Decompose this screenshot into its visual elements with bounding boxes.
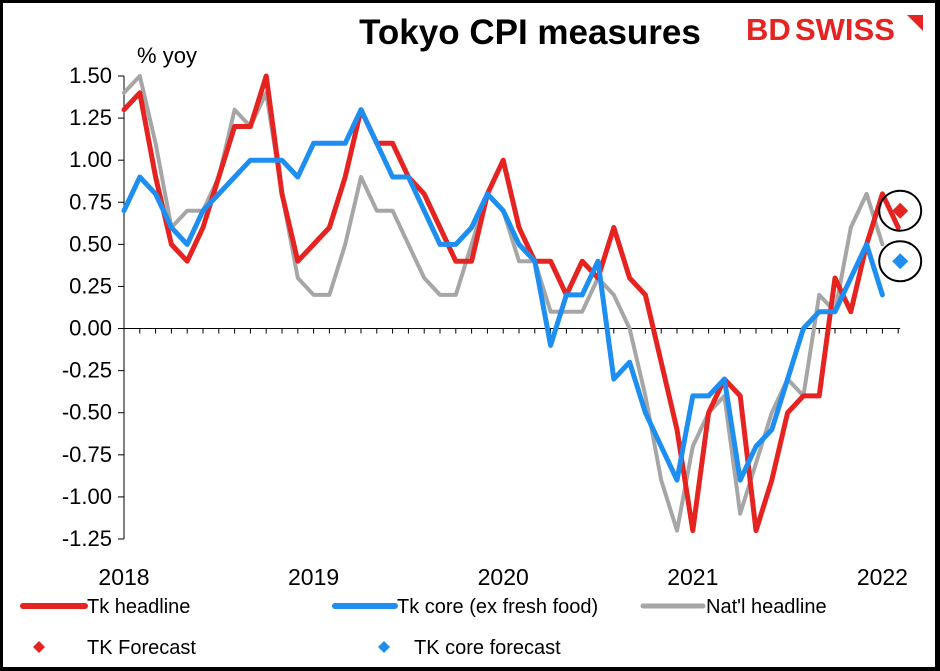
legend-label: Nat'l headline	[706, 596, 827, 618]
series-line-tk-core-ex-fresh-food	[121, 107, 885, 483]
brand-logo-arrow-icon	[907, 15, 923, 31]
forecast-highlight-circle	[878, 240, 923, 283]
y-tick-label: 1.00	[69, 147, 112, 172]
x-tick-label: 2019	[288, 564, 339, 590]
y-tick-label: 1.50	[69, 63, 112, 88]
x-tick-label: 2021	[667, 564, 718, 590]
legend-swatch	[33, 641, 45, 653]
forecast-highlight-circle	[878, 189, 923, 232]
x-tick-label: 2022	[857, 564, 908, 590]
series-line-nat-l-headline	[122, 74, 885, 533]
y-tick-label: -0.75	[62, 442, 112, 467]
y-axis-label: % yoy	[137, 43, 197, 68]
axes: 1.50 1.25 1.00 0.75 0.50 0.25 0.00 -0.25 -0.50 -0…	[62, 63, 908, 590]
y-tick-label: 0.75	[69, 189, 112, 214]
forecast-point	[892, 253, 909, 270]
legend-label: Tk headline	[87, 596, 190, 618]
y-tick-label: -0.25	[62, 358, 112, 383]
y-tick-label: -1.00	[62, 484, 112, 509]
legend-label: TK Forecast	[87, 637, 196, 659]
brand-logo-text-left: BD	[746, 12, 791, 47]
legend: Tk headline Tk core (ex fresh food) Nat'l …	[20, 596, 827, 659]
legend-label: TK core forecast	[414, 637, 561, 659]
x-tick-label: 2020	[478, 564, 529, 590]
y-tick-label: 1.25	[69, 105, 112, 130]
brand-logo-cross-icon	[906, 21, 916, 31]
y-tick-label: 0.25	[69, 273, 112, 298]
brand-logo: BD SWISS	[746, 12, 923, 47]
chart-canvas: Tokyo CPI measures BD SWISS % yoy 1.501.…	[20, 12, 923, 659]
legend-swatch	[378, 641, 390, 653]
y-tick-label: 0.50	[69, 231, 112, 256]
series-lines	[121, 73, 901, 534]
chart-title: Tokyo CPI measures	[359, 13, 701, 52]
y-tick-label: 0.00	[69, 316, 112, 341]
y-tick-label: -0.50	[62, 400, 112, 425]
y-tick-label: -1.25	[62, 526, 112, 551]
brand-logo-text-right: SWISS	[795, 12, 895, 47]
legend-label: Tk core (ex fresh food)	[397, 596, 598, 618]
forecast-point	[892, 202, 909, 219]
forecast-layer	[878, 189, 923, 283]
x-tick-label: 2018	[98, 564, 149, 590]
series-line-tk-headline	[121, 73, 901, 534]
chart-frame: Tokyo CPI measures BD SWISS % yoy 1.50 1.…	[3, 3, 935, 667]
